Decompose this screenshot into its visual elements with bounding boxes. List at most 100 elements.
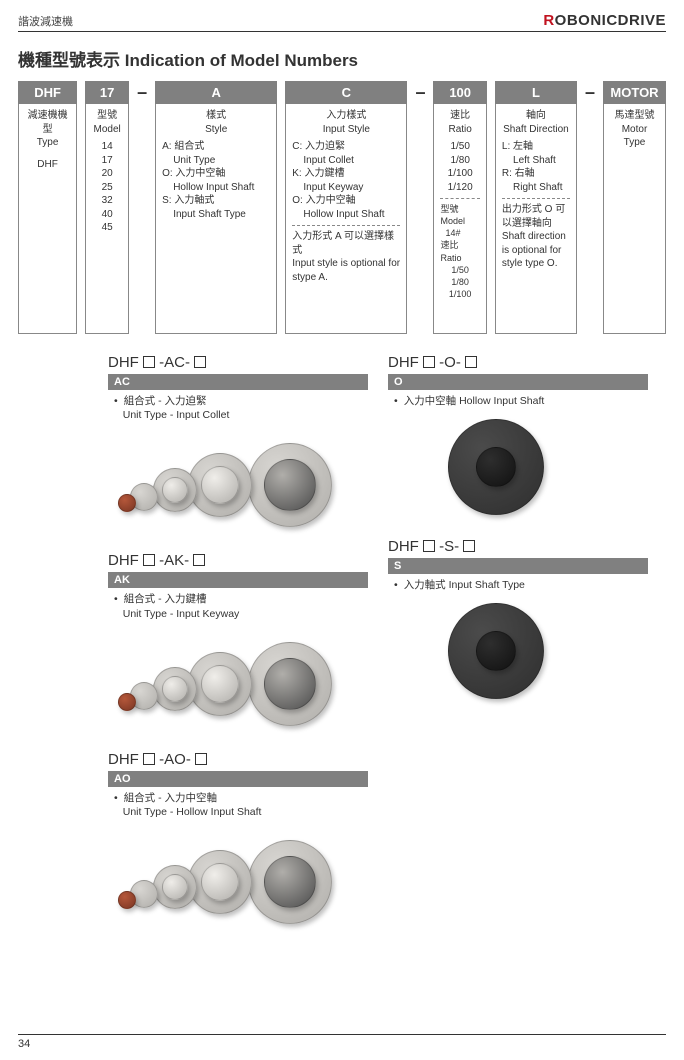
product-title: DHF -AK-: [108, 552, 368, 569]
product-tag: S: [388, 558, 648, 574]
disc-shape: [264, 856, 316, 908]
ratio-note-value: 1/100: [440, 288, 479, 300]
ratio-note-value: 1/50: [440, 264, 479, 276]
col-label: 馬達型號Motor Type: [610, 109, 659, 150]
model-col-body: 型號Model 14172025324045: [85, 104, 129, 334]
shaft-note: 出力形式 O 可以選擇軸向Shaft direction is optional…: [502, 203, 570, 271]
product-tag: AK: [108, 572, 368, 588]
disc-shape: [162, 676, 188, 702]
col-label: 樣式Style: [162, 109, 270, 136]
style-item: S: 入力軸式 Input Shaft Type: [162, 194, 270, 221]
product-block-ac: DHF -AC- AC•組合式 - 入力迫緊 Unit Type - Input…: [108, 354, 368, 538]
model-value: 32: [92, 194, 122, 208]
col-label: 速比Ratio: [440, 109, 479, 136]
product-column-left: DHF -AC- AC•組合式 - 入力迫緊 Unit Type - Input…: [108, 354, 368, 949]
disc-shape: [118, 494, 136, 512]
product-tag: AC: [108, 374, 368, 390]
header-label: 諧波減速機: [18, 13, 73, 29]
product-title: DHF -S-: [388, 538, 648, 555]
model-col-header: A: [155, 81, 277, 104]
product-tag: O: [388, 374, 648, 390]
section-title: 機種型號表示 Indication of Model Numbers: [18, 46, 666, 71]
model-col-motor: MOTOR 馬達型號Motor Type: [603, 81, 666, 334]
model-col-input: C 入力樣式Input Style C: 入力迫緊 Input ColletK: 入…: [285, 81, 407, 334]
product-desc: •入力軸式 Input Shaft Type: [388, 578, 648, 592]
product-image: [428, 414, 568, 524]
dash-separator: –: [415, 81, 425, 101]
model-col-body: 入力樣式Input Style C: 入力迫緊 Input ColletK: 入力…: [285, 104, 407, 334]
type-value: DHF: [25, 158, 70, 172]
brand-logo: ROBONICDRIVE: [543, 12, 666, 29]
model-col-header: DHF: [18, 81, 77, 104]
model-col-body: 馬達型號Motor Type: [603, 104, 666, 334]
product-title: DHF -O-: [388, 354, 648, 371]
input-item: O: 入力中空軸 Hollow Input Shaft: [292, 194, 400, 221]
product-image: [428, 598, 568, 708]
product-desc: •入力中空軸 Hollow Input Shaft: [388, 394, 648, 408]
product-column-right: DHF -O- O •入力中空軸 Hollow Input Shaft DHF -…: [388, 354, 648, 949]
style-item: O: 入力中空軸 Hollow Input Shaft: [162, 167, 270, 194]
model-value: 20: [92, 167, 122, 181]
ratio-value: 1/120: [440, 181, 479, 195]
ratio-note-value: 1/80: [440, 276, 479, 288]
col-label: 減速機機型Type: [25, 109, 70, 150]
dash-separator: –: [137, 81, 147, 101]
col-label: 型號Model: [92, 109, 122, 136]
product-title: DHF -AO-: [108, 751, 368, 768]
ratio-value: 1/100: [440, 167, 479, 181]
ratio-value: 1/50: [440, 140, 479, 154]
col-label: 入力樣式Input Style: [292, 109, 400, 136]
product-desc: •組合式 - 入力鍵槽 Unit Type - Input Keyway: [108, 592, 368, 620]
product-desc: •組合式 - 入力中空軸 Unit Type - Hollow Input Sh…: [108, 791, 368, 819]
model-col-header: MOTOR: [603, 81, 666, 104]
page-header: 諧波減速機 ROBONICDRIVE: [18, 12, 666, 32]
product-block-o: DHF -O- O •入力中空軸 Hollow Input Shaft: [388, 354, 648, 524]
model-col-model: 17型號Model14172025324045: [85, 81, 129, 334]
disc-shape: [264, 658, 316, 710]
model-col-body: 軸向Shaft Direction L: 左軸 Left ShaftR: 右軸 R…: [495, 104, 577, 334]
disc-shape: [118, 891, 136, 909]
model-col-shaft: L 軸向Shaft Direction L: 左軸 Left ShaftR: 右軸 …: [495, 81, 577, 334]
style-item: R: 右軸 Right Shaft: [502, 167, 570, 194]
model-col-header: L: [495, 81, 577, 104]
model-col-header: 17: [85, 81, 129, 104]
disc-shape: [201, 665, 239, 703]
input-note: 入力形式 A 可以選擇樣式Input style is optional for…: [292, 230, 400, 284]
col-label: 軸向Shaft Direction: [502, 109, 570, 136]
disc-shape: [118, 693, 136, 711]
product-block-ao: DHF -AO- AO •組合式 - 入力中空軸 Unit Type - Holl…: [108, 751, 368, 935]
input-item: C: 入力迫緊 Input Collet: [292, 140, 400, 167]
dash-separator: –: [585, 81, 595, 101]
model-col-body: 速比Ratio1/501/801/1001/120型號 Model 14#速比 …: [433, 104, 486, 334]
product-desc: •組合式 - 入力迫緊 Unit Type - Input Collet: [108, 394, 368, 422]
model-value: 40: [92, 208, 122, 222]
disc-shape: [264, 459, 316, 511]
disc-shape: [476, 447, 516, 487]
ratio-note: 型號 Model 14#速比 Ratio: [440, 203, 479, 264]
product-block-s: DHF -S- S •入力軸式 Input Shaft Type: [388, 538, 648, 708]
model-value: 25: [92, 181, 122, 195]
model-col-style: A 樣式Style A: 組合式 Unit TypeO: 入力中空軸 Hollow …: [155, 81, 277, 334]
model-value: 45: [92, 221, 122, 235]
product-image: [118, 428, 328, 538]
model-col-body: 減速機機型Type DHF: [18, 104, 77, 334]
style-item: L: 左軸 Left Shaft: [502, 140, 570, 167]
model-col-header: 100: [433, 81, 486, 104]
product-tag: AO: [108, 771, 368, 787]
model-value: 14: [92, 140, 122, 154]
model-col-type: DHF 減速機機型Type DHF: [18, 81, 77, 334]
model-col-header: C: [285, 81, 407, 104]
ratio-value: 1/80: [440, 154, 479, 168]
disc-shape: [201, 863, 239, 901]
input-item: K: 入力鍵槽 Input Keyway: [292, 167, 400, 194]
model-col-ratio: 100速比Ratio1/501/801/1001/120型號 Model 14#…: [433, 81, 486, 334]
model-number-row: DHF減速機機型TypeDHF17型號Model14172025324045–A…: [18, 81, 666, 334]
page-number: 34: [18, 1034, 666, 1050]
disc-shape: [162, 874, 188, 900]
product-image: [118, 627, 328, 737]
model-col-body: 樣式Style A: 組合式 Unit TypeO: 入力中空軸 Hollow I…: [155, 104, 277, 334]
product-variants: DHF -AC- AC•組合式 - 入力迫緊 Unit Type - Input…: [108, 354, 666, 949]
style-item: A: 組合式 Unit Type: [162, 140, 270, 167]
product-image: [118, 825, 328, 935]
model-value: 17: [92, 154, 122, 168]
